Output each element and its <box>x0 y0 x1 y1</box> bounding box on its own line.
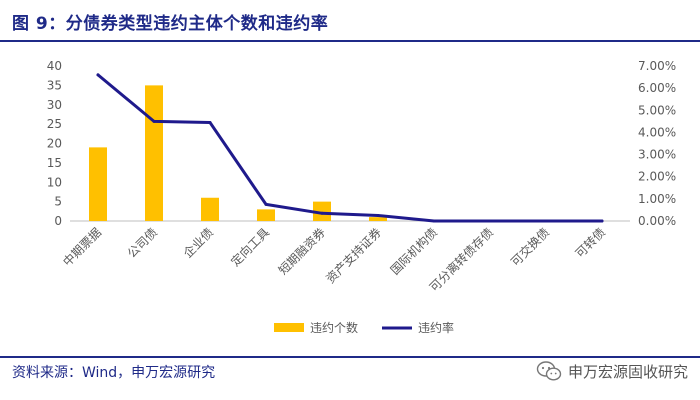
y2-tick-label: 6.00% <box>638 81 676 95</box>
bar-资产支持证券 <box>369 217 387 221</box>
y2-tick-label: 7.00% <box>638 59 676 73</box>
rate-point <box>432 219 436 223</box>
rate-line <box>96 73 604 223</box>
x-tick-label: 国际机构债 <box>387 225 440 278</box>
y-tick-label: 20 <box>47 137 62 151</box>
y2-tick-label: 1.00% <box>638 192 676 206</box>
rate-point <box>488 219 492 223</box>
x-tick-label: 短期融资券 <box>275 225 328 278</box>
y2-tick-label: 2.00% <box>638 170 676 184</box>
rate-point <box>152 119 156 123</box>
source-note: 资料来源：Wind，申万宏源研究 <box>12 365 216 381</box>
y-tick-label: 5 <box>54 195 62 209</box>
y-tick-label: 25 <box>47 117 62 131</box>
y-tick-label: 15 <box>47 156 62 170</box>
y-tick-label: 10 <box>47 175 62 189</box>
bar-公司债 <box>145 85 163 221</box>
y2-tick-label: 4.00% <box>638 125 676 139</box>
x-tick-label: 定向工具 <box>228 225 273 270</box>
bar-定向工具 <box>257 209 275 221</box>
x-tick-label: 公司债 <box>125 225 160 260</box>
y-tick-label: 0 <box>54 214 62 228</box>
y-tick-label: 35 <box>47 78 62 92</box>
footer-divider <box>0 356 700 358</box>
y-tick-label: 40 <box>47 59 62 73</box>
x-tick-label: 可转债 <box>572 225 608 261</box>
y2-tick-label: 5.00% <box>638 103 676 117</box>
x-tick-label: 可交换债 <box>508 225 553 270</box>
x-tick-label: 资产支持证券 <box>323 225 385 287</box>
chart-title: 图 9：分债券类型违约主体个数和违约率 <box>12 14 329 34</box>
bar-企业债 <box>201 197 219 221</box>
rate-point <box>320 211 324 215</box>
rate-point <box>208 120 212 124</box>
combo-chart: 0 5 10 15 20 25 30 35 40 0.00% 1.00% 2.00% 3.00% 4.00… <box>47 59 676 335</box>
rate-point <box>544 219 548 223</box>
header-divider <box>0 40 700 42</box>
legend-bar-label: 违约个数 <box>310 320 358 335</box>
brand-text: 申万宏源固收研究 <box>567 362 688 381</box>
y-tick-label: 30 <box>47 98 62 112</box>
rate-point <box>96 73 100 77</box>
rate-point <box>264 202 268 206</box>
x-tick-label: 中期票据 <box>60 225 105 270</box>
legend-line-label: 违约率 <box>418 320 454 335</box>
chart-header: 图 9：分债券类型违约主体个数和违约率 <box>0 0 700 42</box>
bar-中期票据 <box>89 147 107 221</box>
bar-短期融资券 <box>313 201 331 221</box>
legend-bar-swatch <box>274 323 304 332</box>
y2-tick-label: 0.00% <box>638 214 676 228</box>
brand-watermark: 申万宏源固收研究 <box>536 360 688 382</box>
rate-point <box>376 213 380 217</box>
x-tick-label: 企业债 <box>180 225 216 261</box>
y2-tick-label: 3.00% <box>638 148 676 162</box>
rate-point <box>600 219 604 223</box>
wechat-icon <box>536 361 562 381</box>
